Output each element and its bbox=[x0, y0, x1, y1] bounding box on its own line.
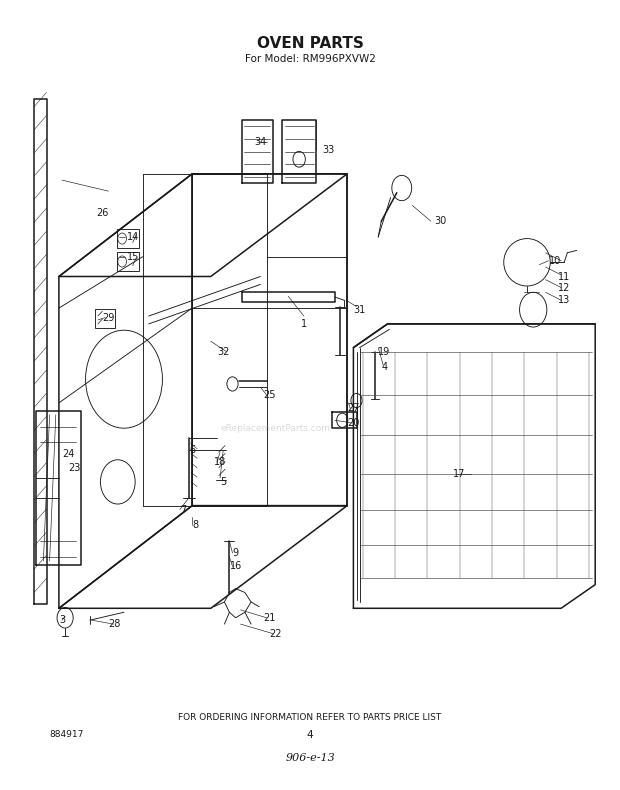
Text: 28: 28 bbox=[108, 619, 121, 629]
Text: 7: 7 bbox=[180, 505, 186, 514]
Text: 5: 5 bbox=[220, 477, 226, 487]
Text: 13: 13 bbox=[558, 295, 570, 305]
Text: 31: 31 bbox=[353, 305, 366, 314]
Text: 10: 10 bbox=[549, 256, 561, 265]
Text: 19: 19 bbox=[378, 347, 391, 356]
Text: 22: 22 bbox=[270, 629, 282, 638]
Text: 26: 26 bbox=[96, 209, 108, 218]
Text: 14: 14 bbox=[127, 232, 140, 242]
Text: 9: 9 bbox=[232, 548, 239, 558]
Text: 18: 18 bbox=[214, 457, 226, 467]
Text: eReplacementParts.com: eReplacementParts.com bbox=[221, 423, 331, 433]
Text: 33: 33 bbox=[322, 145, 335, 155]
Text: 4: 4 bbox=[381, 363, 388, 372]
Text: For Model: RM996PXVW2: For Model: RM996PXVW2 bbox=[244, 54, 376, 64]
Text: 906-e-13: 906-e-13 bbox=[285, 754, 335, 763]
Text: 27: 27 bbox=[347, 404, 360, 413]
Text: OVEN PARTS: OVEN PARTS bbox=[257, 36, 363, 51]
Text: 16: 16 bbox=[229, 562, 242, 571]
Text: 4: 4 bbox=[307, 730, 313, 739]
Text: 8: 8 bbox=[192, 521, 198, 530]
Text: 25: 25 bbox=[264, 390, 276, 400]
Text: 30: 30 bbox=[434, 216, 446, 226]
Text: FOR ORDERING INFORMATION REFER TO PARTS PRICE LIST: FOR ORDERING INFORMATION REFER TO PARTS … bbox=[179, 713, 441, 722]
Text: 884917: 884917 bbox=[50, 730, 84, 739]
Text: 1: 1 bbox=[301, 319, 307, 329]
Text: 12: 12 bbox=[558, 284, 570, 293]
Text: 23: 23 bbox=[68, 463, 81, 472]
Text: 32: 32 bbox=[217, 347, 229, 356]
Text: 24: 24 bbox=[62, 450, 74, 459]
Text: 6: 6 bbox=[189, 446, 195, 455]
Text: 3: 3 bbox=[59, 615, 65, 625]
Text: 34: 34 bbox=[254, 137, 267, 147]
Text: 15: 15 bbox=[127, 252, 140, 261]
Text: 11: 11 bbox=[558, 272, 570, 281]
Text: 20: 20 bbox=[347, 418, 360, 427]
Text: 29: 29 bbox=[102, 313, 115, 322]
Text: 17: 17 bbox=[453, 469, 465, 479]
Text: 21: 21 bbox=[264, 613, 276, 623]
